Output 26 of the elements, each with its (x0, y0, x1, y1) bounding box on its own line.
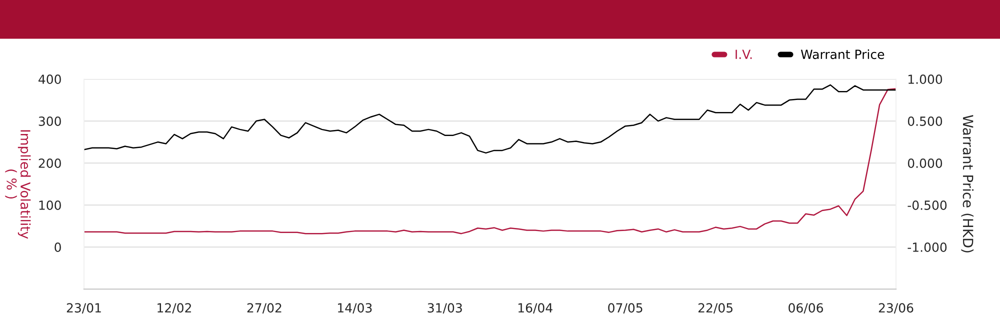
line-series (84, 84, 896, 154)
y-axis-title: Implied Volatility ( % ) (5, 130, 31, 239)
x-tick-label: 22/05 (698, 303, 732, 314)
x-tick-label: 14/03 (338, 303, 372, 314)
y-tick-label: 0 (54, 242, 61, 252)
y-tick-label: 100 (39, 200, 61, 210)
x-tick-label: 27/02 (247, 303, 282, 314)
y-tick-label: 400 (38, 74, 61, 84)
x-tick-label: 23/06 (878, 303, 914, 314)
y2-tick-label: 0.000 (908, 158, 942, 168)
x-tick-label: 12/02 (158, 303, 191, 314)
y2-axis-title: Warrant Price (HKD) (961, 114, 974, 252)
legend-label: I.V. (736, 50, 752, 59)
x-tick-label: 23/01 (66, 303, 101, 314)
line-series (84, 88, 896, 234)
y2-tick-label: -1.000 (908, 242, 947, 252)
y2-tick-label: 0.500 (908, 116, 942, 126)
x-tick-label: 31/03 (428, 303, 462, 314)
y2-tick-label: 1.000 (908, 74, 942, 84)
y-tick-label: 200 (38, 158, 61, 168)
x-tick-label: 06/06 (788, 303, 823, 314)
x-tick-label: 07/05 (608, 303, 642, 314)
legend-label: Warrant Price (800, 49, 884, 60)
x-tick-label: 16/04 (518, 303, 552, 314)
y2-tick-label: -0.500 (908, 200, 947, 210)
y-tick-label: 300 (38, 116, 61, 126)
